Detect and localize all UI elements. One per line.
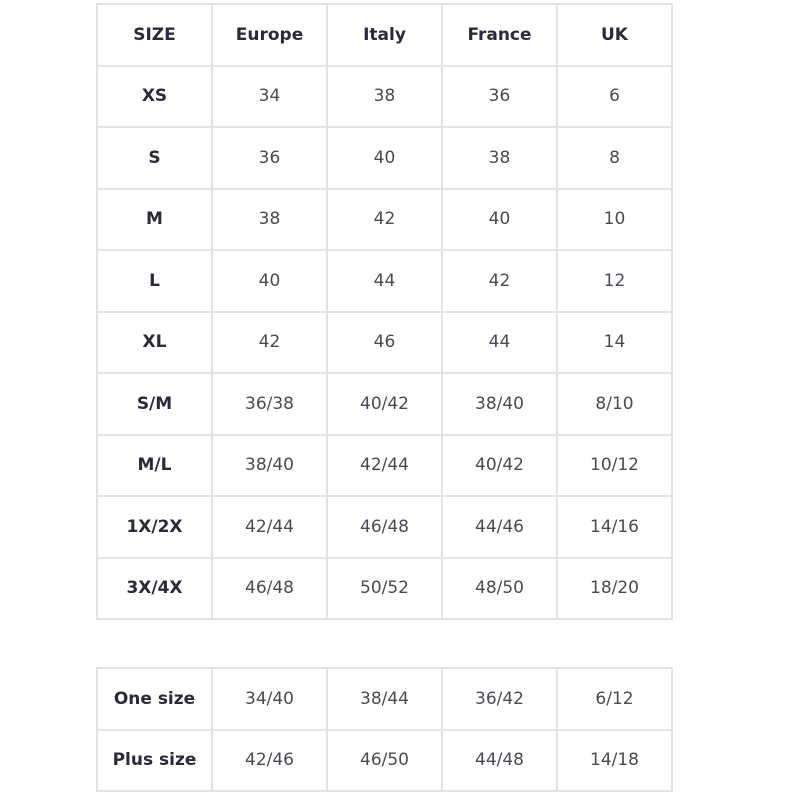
size-value-cell: 38	[326, 64, 443, 128]
size-value-cell: 36	[441, 64, 558, 128]
size-value-cell: 38	[211, 187, 328, 251]
size-value-cell: 46	[326, 310, 443, 374]
size-value-cell: 18/20	[556, 556, 673, 620]
special-size-table: One size 34/40 38/44 36/42 6/12 Plus size 42/4…	[96, 667, 673, 792]
size-value-cell: 44/48	[441, 728, 558, 792]
table-row: Plus size 42/46 46/50 44/48 14/18	[96, 728, 673, 792]
size-value-cell: 44/46	[441, 495, 558, 559]
size-value-cell: 46/48	[326, 495, 443, 559]
size-value-cell: 14/16	[556, 495, 673, 559]
size-value-cell: 6	[556, 64, 673, 128]
table-row: L 40 44 42 12	[96, 249, 673, 313]
column-header: UK	[556, 3, 673, 67]
table-row: M/L 38/40 42/44 40/42 10/12	[96, 433, 673, 497]
size-label-cell: One size	[96, 667, 213, 731]
size-value-cell: 48/50	[441, 556, 558, 620]
size-value-cell: 46/50	[326, 728, 443, 792]
size-value-cell: 14/18	[556, 728, 673, 792]
size-value-cell: 40	[441, 187, 558, 251]
table-row: XL 42 46 44 14	[96, 310, 673, 374]
size-value-cell: 42/44	[211, 495, 328, 559]
size-value-cell: 40	[211, 249, 328, 313]
size-value-cell: 40/42	[326, 372, 443, 436]
size-label-cell: L	[96, 249, 213, 313]
size-label-cell: 1X/2X	[96, 495, 213, 559]
column-header: Italy	[326, 3, 443, 67]
header-row: SIZE Europe Italy France UK	[96, 3, 673, 67]
size-value-cell: 10	[556, 187, 673, 251]
size-value-cell: 6/12	[556, 667, 673, 731]
size-value-cell: 46/48	[211, 556, 328, 620]
size-label-cell: 3X/4X	[96, 556, 213, 620]
size-value-cell: 42	[326, 187, 443, 251]
size-label-cell: Plus size	[96, 728, 213, 792]
size-value-cell: 10/12	[556, 433, 673, 497]
size-label-cell: XL	[96, 310, 213, 374]
size-label-cell: M	[96, 187, 213, 251]
size-value-cell: 34/40	[211, 667, 328, 731]
size-value-cell: 50/52	[326, 556, 443, 620]
size-label-cell: S	[96, 126, 213, 190]
table-row: S/M 36/38 40/42 38/40 8/10	[96, 372, 673, 436]
size-value-cell: 42	[441, 249, 558, 313]
size-value-cell: 14	[556, 310, 673, 374]
size-value-cell: 42	[211, 310, 328, 374]
size-value-cell: 8/10	[556, 372, 673, 436]
size-value-cell: 42/44	[326, 433, 443, 497]
size-label-cell: XS	[96, 64, 213, 128]
size-value-cell: 38/40	[211, 433, 328, 497]
table-row: 1X/2X 42/44 46/48 44/46 14/16	[96, 495, 673, 559]
table-row: 3X/4X 46/48 50/52 48/50 18/20	[96, 556, 673, 620]
size-value-cell: 44	[326, 249, 443, 313]
column-header: SIZE	[96, 3, 213, 67]
size-value-cell: 38/40	[441, 372, 558, 436]
size-value-cell: 34	[211, 64, 328, 128]
size-chart-table: SIZE Europe Italy France UK XS 34 38 36 6 S 36 40 38…	[96, 3, 673, 620]
table-row: S 36 40 38 8	[96, 126, 673, 190]
size-value-cell: 40	[326, 126, 443, 190]
size-value-cell: 40/42	[441, 433, 558, 497]
size-value-cell: 44	[441, 310, 558, 374]
size-value-cell: 42/46	[211, 728, 328, 792]
size-value-cell: 36/42	[441, 667, 558, 731]
size-value-cell: 38	[441, 126, 558, 190]
table-row: One size 34/40 38/44 36/42 6/12	[96, 667, 673, 731]
column-header: Europe	[211, 3, 328, 67]
size-value-cell: 12	[556, 249, 673, 313]
size-value-cell: 36	[211, 126, 328, 190]
table-row: XS 34 38 36 6	[96, 64, 673, 128]
size-value-cell: 38/44	[326, 667, 443, 731]
table-row: M 38 42 40 10	[96, 187, 673, 251]
size-value-cell: 8	[556, 126, 673, 190]
size-label-cell: S/M	[96, 372, 213, 436]
size-label-cell: M/L	[96, 433, 213, 497]
size-value-cell: 36/38	[211, 372, 328, 436]
column-header: France	[441, 3, 558, 67]
